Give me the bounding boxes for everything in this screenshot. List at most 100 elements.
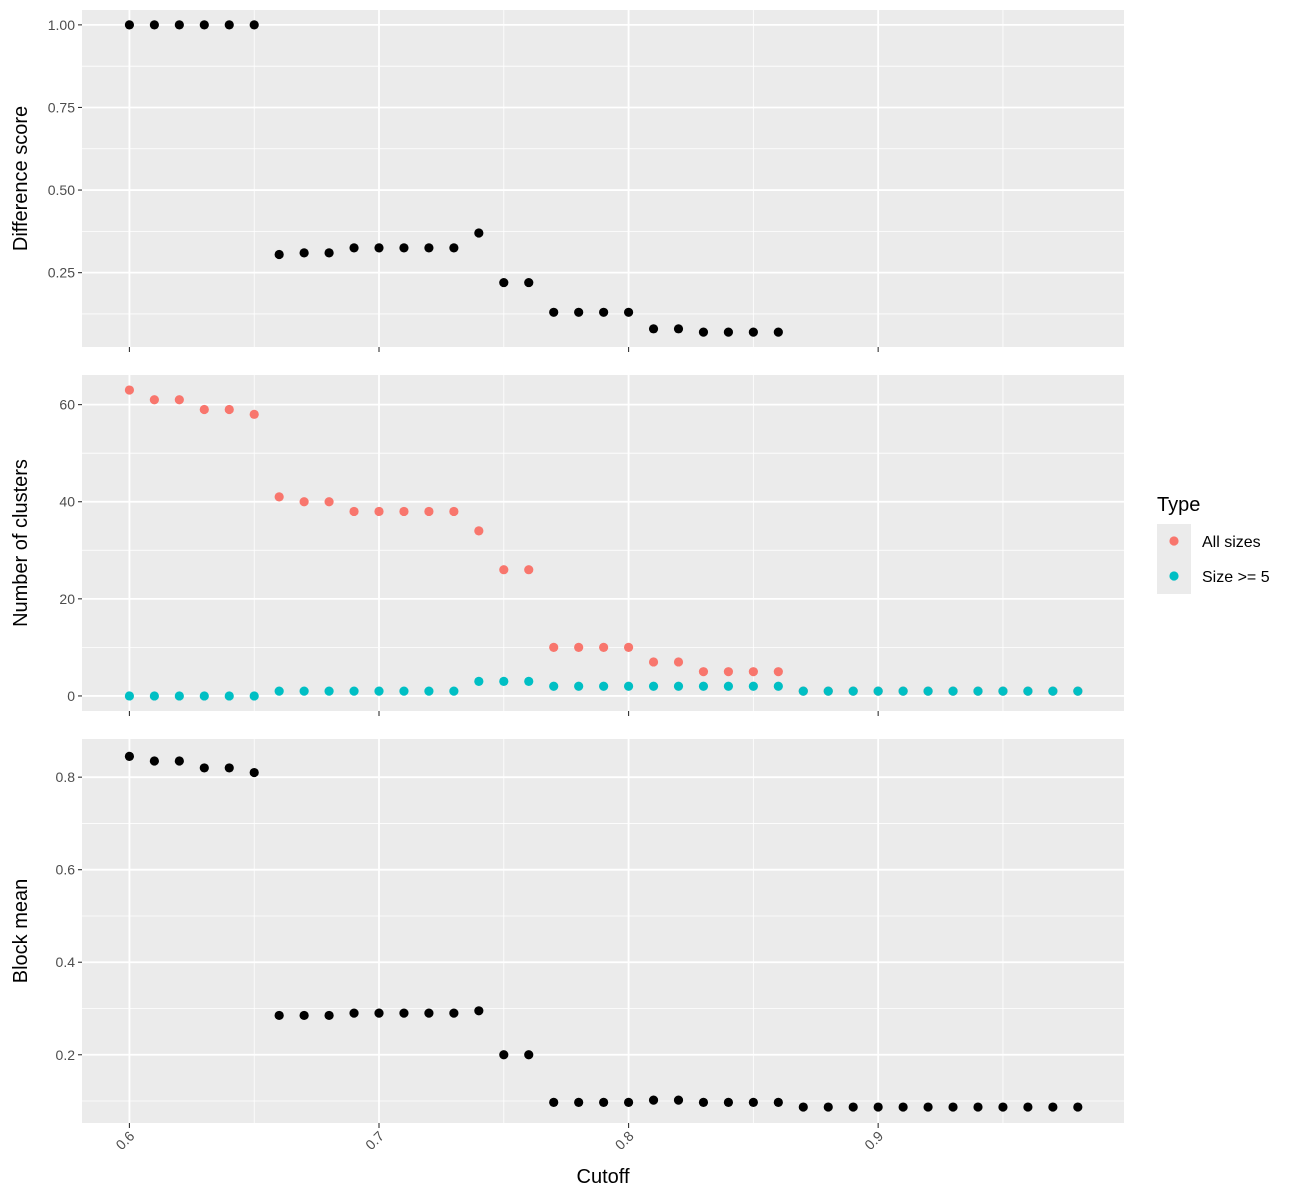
data-point bbox=[698, 1097, 709, 1108]
panel-2: 0 20 40 60 Number of clusters bbox=[10, 375, 1124, 716]
legend-title: Type bbox=[1157, 494, 1200, 516]
data-point bbox=[648, 1095, 659, 1105]
data-point bbox=[648, 657, 659, 667]
data-point bbox=[124, 691, 135, 701]
data-point bbox=[923, 1102, 933, 1112]
y-tick-label: 0.8 bbox=[56, 769, 76, 785]
data-point bbox=[673, 657, 684, 667]
data-point bbox=[648, 324, 659, 334]
data-point bbox=[124, 385, 135, 395]
data-point bbox=[174, 691, 184, 701]
data-point bbox=[823, 686, 833, 696]
data-point bbox=[1048, 686, 1058, 696]
data-point bbox=[648, 681, 659, 691]
legend: Type All sizes Size >= 5 bbox=[1157, 494, 1270, 594]
data-point bbox=[474, 676, 484, 686]
data-point bbox=[524, 277, 534, 288]
data-point bbox=[299, 248, 309, 258]
data-point bbox=[748, 1097, 758, 1108]
data-point bbox=[124, 751, 135, 761]
x-axis-title: Cutoff bbox=[577, 1166, 630, 1188]
data-point bbox=[499, 676, 509, 686]
data-point bbox=[424, 506, 434, 517]
data-point bbox=[299, 1010, 309, 1021]
x-tick-labels: 0.6 0.7 0.8 0.9 bbox=[112, 1128, 886, 1153]
legend-label-size-ge-5: Size >= 5 bbox=[1202, 569, 1270, 586]
data-point bbox=[399, 243, 409, 253]
data-point bbox=[1023, 1102, 1033, 1112]
data-point bbox=[549, 642, 559, 652]
data-point bbox=[973, 1102, 983, 1112]
data-point bbox=[424, 243, 434, 253]
data-point bbox=[249, 691, 259, 701]
legend-label-all-sizes: All sizes bbox=[1202, 534, 1261, 551]
data-point bbox=[324, 1010, 334, 1021]
legend-key-all-sizes bbox=[1169, 536, 1179, 546]
data-point bbox=[549, 307, 559, 317]
data-point bbox=[773, 681, 783, 691]
data-point bbox=[698, 667, 709, 677]
data-point bbox=[199, 691, 209, 701]
panel-background bbox=[82, 10, 1124, 347]
data-point bbox=[399, 506, 409, 517]
panel-background bbox=[82, 375, 1124, 711]
y-tick-label: 60 bbox=[59, 397, 75, 413]
data-point bbox=[174, 20, 184, 30]
data-point bbox=[274, 686, 284, 696]
data-point bbox=[499, 277, 509, 288]
data-point bbox=[798, 1102, 808, 1112]
data-point bbox=[149, 691, 159, 701]
y-tick-label: 0.4 bbox=[56, 954, 76, 970]
data-point bbox=[623, 642, 634, 652]
data-point bbox=[848, 686, 858, 696]
data-point bbox=[973, 686, 983, 696]
data-point bbox=[623, 307, 634, 317]
data-point bbox=[574, 681, 584, 691]
data-point bbox=[149, 395, 159, 405]
panel-3: 0.2 0.4 0.6 0.8 Block mean bbox=[10, 739, 1124, 1128]
data-point bbox=[524, 1050, 534, 1060]
data-point bbox=[723, 327, 734, 337]
data-point bbox=[848, 1102, 858, 1112]
x-tick-label: 0.7 bbox=[362, 1128, 387, 1153]
data-point bbox=[948, 686, 958, 696]
data-point bbox=[948, 1102, 958, 1112]
data-point bbox=[449, 686, 459, 696]
data-point bbox=[199, 763, 209, 773]
data-point bbox=[449, 506, 459, 517]
data-point bbox=[324, 497, 334, 507]
data-point bbox=[524, 565, 534, 575]
data-point bbox=[998, 1102, 1008, 1112]
y-axis-title: Number of clusters bbox=[10, 459, 32, 627]
data-point bbox=[324, 248, 334, 258]
data-point bbox=[224, 691, 234, 701]
data-point bbox=[299, 497, 309, 507]
data-point bbox=[499, 565, 509, 575]
y-tick-label: 20 bbox=[59, 591, 75, 607]
data-point bbox=[324, 686, 334, 696]
data-point bbox=[748, 327, 758, 337]
data-point bbox=[599, 1097, 609, 1108]
data-point bbox=[199, 20, 209, 30]
data-point bbox=[873, 686, 883, 696]
data-point bbox=[349, 1008, 359, 1018]
data-point bbox=[623, 681, 634, 691]
data-point bbox=[623, 1097, 634, 1108]
panel-background bbox=[82, 739, 1124, 1123]
y-tick-label: 0.50 bbox=[48, 182, 75, 198]
x-tick-label: 0.6 bbox=[112, 1128, 137, 1153]
data-point bbox=[673, 681, 684, 691]
x-tick-label: 0.9 bbox=[861, 1128, 886, 1153]
y-tick-label: 0.2 bbox=[56, 1047, 76, 1063]
y-tick-label: 40 bbox=[59, 494, 75, 510]
data-point bbox=[374, 506, 384, 517]
data-point bbox=[698, 327, 709, 337]
data-point bbox=[349, 243, 359, 253]
y-tick-label: 0.75 bbox=[48, 99, 75, 115]
data-point bbox=[773, 667, 783, 677]
data-point bbox=[673, 324, 684, 334]
data-point bbox=[773, 1097, 783, 1108]
data-point bbox=[199, 404, 209, 415]
data-point bbox=[374, 1008, 384, 1018]
